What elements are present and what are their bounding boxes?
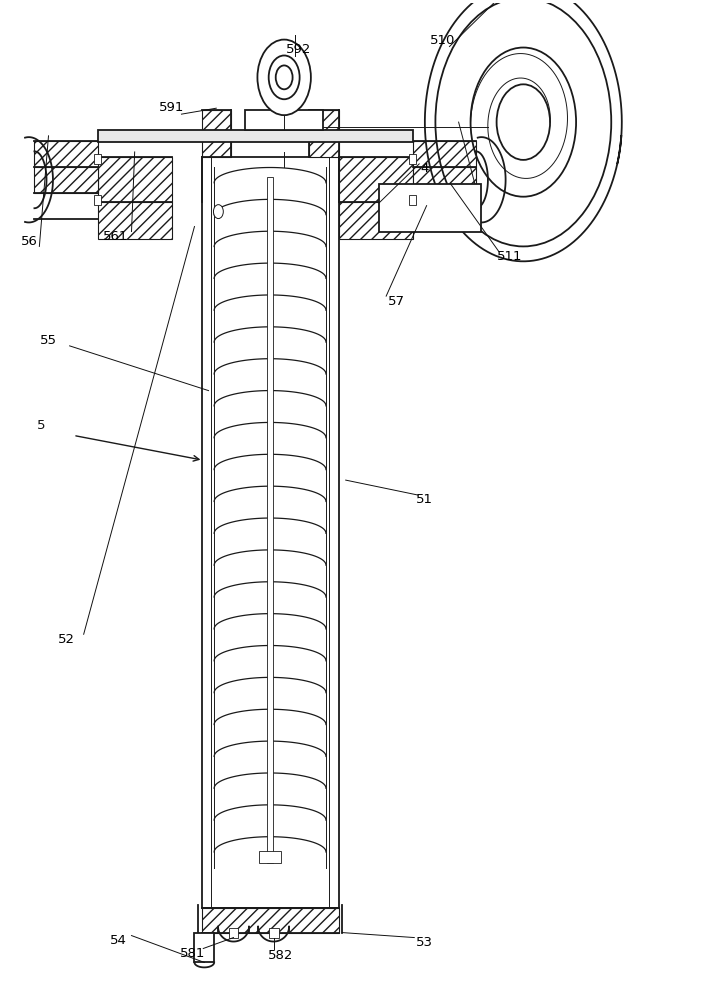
Bar xyxy=(409,154,416,164)
Text: 52: 52 xyxy=(57,633,74,646)
Circle shape xyxy=(257,40,311,115)
Bar xyxy=(35,167,98,193)
Bar xyxy=(201,110,231,157)
Text: 54: 54 xyxy=(111,934,128,947)
Bar xyxy=(339,157,413,202)
Text: 5: 5 xyxy=(37,419,45,432)
Circle shape xyxy=(269,55,300,99)
Circle shape xyxy=(213,205,223,219)
Text: 510: 510 xyxy=(430,34,455,47)
Bar xyxy=(379,184,481,232)
Bar xyxy=(194,933,214,962)
Text: 53: 53 xyxy=(416,936,433,949)
Text: 511: 511 xyxy=(496,250,522,263)
Bar xyxy=(413,167,476,193)
Circle shape xyxy=(276,65,293,89)
Text: 582: 582 xyxy=(268,949,294,962)
Text: 592: 592 xyxy=(286,43,311,56)
Bar xyxy=(269,928,279,938)
Text: 581: 581 xyxy=(180,947,206,960)
Bar xyxy=(228,928,238,938)
Bar xyxy=(98,202,172,239)
Text: 56: 56 xyxy=(21,235,38,248)
Bar xyxy=(309,110,339,157)
Bar xyxy=(259,851,281,863)
Text: 561: 561 xyxy=(103,230,128,243)
Bar xyxy=(409,195,416,205)
Bar xyxy=(94,195,101,205)
Text: 55: 55 xyxy=(40,334,57,347)
Bar xyxy=(267,177,273,863)
Text: 51: 51 xyxy=(416,493,433,506)
Bar xyxy=(98,157,172,202)
Bar xyxy=(413,141,476,167)
Bar xyxy=(201,908,339,933)
Bar xyxy=(245,110,323,130)
Bar xyxy=(94,154,101,164)
Bar xyxy=(98,130,413,142)
Text: 591: 591 xyxy=(159,101,184,114)
Bar xyxy=(339,202,413,239)
Text: 57: 57 xyxy=(389,295,406,308)
Bar xyxy=(201,157,339,908)
Bar xyxy=(35,141,98,167)
Text: 4: 4 xyxy=(420,162,429,175)
